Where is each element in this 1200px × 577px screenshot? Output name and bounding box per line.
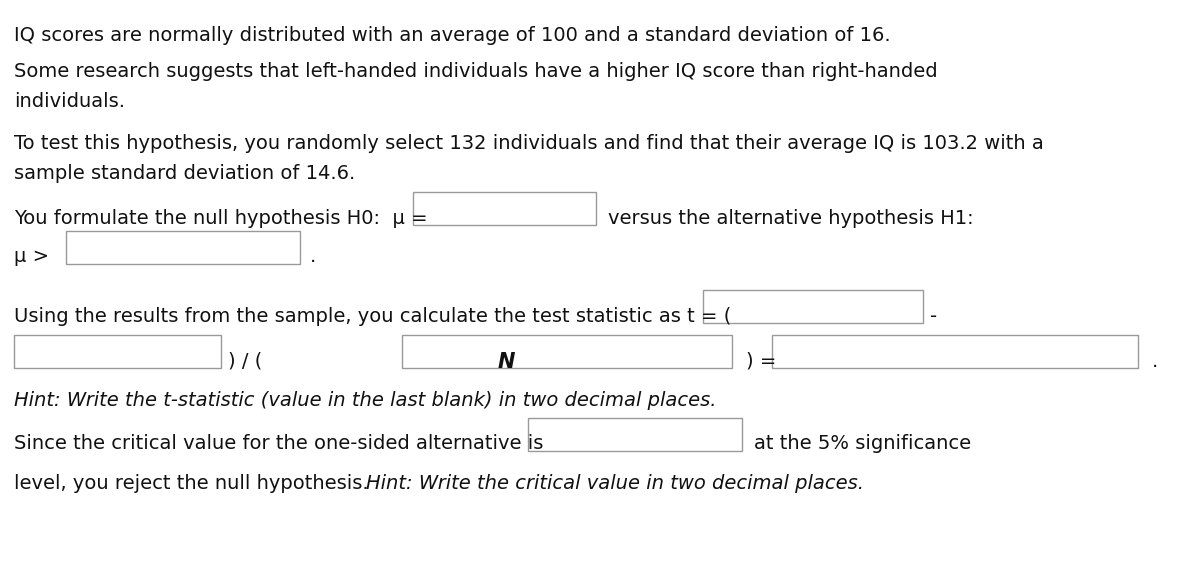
FancyBboxPatch shape (772, 335, 1138, 368)
Text: versus the alternative hypothesis H1:: versus the alternative hypothesis H1: (608, 209, 974, 228)
Text: IQ scores are normally distributed with an average of 100 and a standard deviati: IQ scores are normally distributed with … (14, 26, 892, 45)
Text: Using the results from the sample, you calculate the test statistic as t = (: Using the results from the sample, you c… (14, 307, 732, 326)
Text: N: N (498, 352, 516, 372)
FancyBboxPatch shape (413, 192, 596, 225)
Text: .: . (310, 247, 316, 266)
FancyBboxPatch shape (14, 335, 221, 368)
Text: sample standard deviation of 14.6.: sample standard deviation of 14.6. (14, 164, 355, 183)
Text: .: . (1152, 352, 1158, 371)
Text: at the 5% significance: at the 5% significance (754, 434, 971, 453)
Text: ) =: ) = (746, 352, 776, 371)
Text: You formulate the null hypothesis H0:  μ =: You formulate the null hypothesis H0: μ … (14, 209, 428, 228)
Text: μ >: μ > (14, 247, 49, 266)
Text: To test this hypothesis, you randomly select 132 individuals and find that their: To test this hypothesis, you randomly se… (14, 134, 1044, 153)
Text: individuals.: individuals. (14, 92, 126, 111)
Text: Since the critical value for the one-sided alternative is: Since the critical value for the one-sid… (14, 434, 544, 453)
Text: Hint: Write the critical value in two decimal places.: Hint: Write the critical value in two de… (366, 474, 864, 493)
FancyBboxPatch shape (528, 418, 742, 451)
Text: ) / (: ) / ( (228, 352, 263, 371)
Text: -: - (930, 307, 937, 326)
Text: level, you reject the null hypothesis.: level, you reject the null hypothesis. (14, 474, 376, 493)
Text: Hint: Write the t-statistic (value in the last blank) in two decimal places.: Hint: Write the t-statistic (value in th… (14, 391, 716, 410)
FancyBboxPatch shape (66, 231, 300, 264)
FancyBboxPatch shape (703, 290, 923, 323)
FancyBboxPatch shape (402, 335, 732, 368)
Text: Some research suggests that left-handed individuals have a higher IQ score than : Some research suggests that left-handed … (14, 62, 938, 81)
